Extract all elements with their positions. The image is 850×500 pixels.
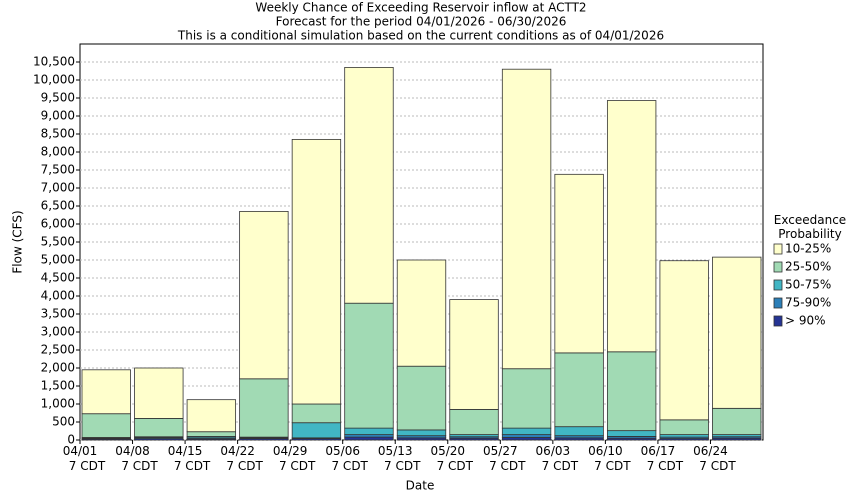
chart-subtitle: Forecast for the period 04/01/2026 - 06/… bbox=[276, 15, 567, 29]
y-tick-label: 1,000 bbox=[41, 397, 75, 411]
y-tick-label: 3,000 bbox=[41, 325, 75, 339]
bar-segment bbox=[501, 427, 552, 435]
y-tick-label: 5,500 bbox=[41, 235, 75, 249]
legend-label: > 90% bbox=[785, 314, 826, 328]
bar-segment bbox=[659, 260, 709, 421]
y-tick-label: 7,500 bbox=[41, 163, 75, 177]
bar-segment bbox=[239, 210, 289, 380]
bar-segment bbox=[134, 367, 184, 419]
bar-segment bbox=[186, 399, 237, 433]
bar-segment bbox=[449, 408, 499, 435]
x-axis-label: Date bbox=[406, 479, 435, 493]
y-tick-label: 5,000 bbox=[41, 253, 75, 267]
bar-segment bbox=[344, 436, 394, 441]
y-tick-label: 10,500 bbox=[33, 55, 75, 69]
y-tick-label: 6,000 bbox=[41, 217, 75, 231]
bar-segment bbox=[239, 378, 289, 438]
y-tick-label: 4,000 bbox=[41, 289, 75, 303]
bar-segment bbox=[186, 431, 237, 437]
bar-segment bbox=[501, 68, 552, 370]
bar-segment bbox=[291, 138, 342, 405]
bar-segment bbox=[501, 368, 552, 429]
y-tick-label: 6,500 bbox=[41, 199, 75, 213]
x-tick-label: 04/29 7 CDT bbox=[273, 444, 316, 473]
x-tick-label: 06/17 7 CDT bbox=[641, 444, 684, 473]
legend-label: 50-75% bbox=[785, 278, 831, 292]
y-tick-label: 3,500 bbox=[41, 307, 75, 321]
bar-segment bbox=[344, 67, 394, 304]
bar-segment bbox=[712, 407, 762, 436]
legend-swatch bbox=[773, 279, 783, 291]
bar-segment bbox=[344, 302, 394, 429]
y-tick-label: 2,500 bbox=[41, 343, 75, 357]
x-tick-label: 05/20 7 CDT bbox=[430, 444, 473, 473]
bar-segment bbox=[396, 365, 447, 431]
bar-segment bbox=[606, 430, 657, 437]
bar-segment bbox=[81, 369, 131, 415]
y-tick-label: 4,500 bbox=[41, 271, 75, 285]
y-tick-label: 9,500 bbox=[41, 91, 75, 105]
bar-segment bbox=[291, 422, 342, 439]
x-tick-label: 04/08 7 CDT bbox=[115, 444, 158, 473]
x-tick-label: 06/03 7 CDT bbox=[536, 444, 579, 473]
bar-segment bbox=[81, 413, 131, 438]
y-tick-label: 1,500 bbox=[41, 379, 75, 393]
bar-segment bbox=[501, 434, 552, 438]
chart-title: Weekly Chance of Exceeding Reservoir inf… bbox=[255, 1, 586, 15]
x-tick-label: 06/10 7 CDT bbox=[588, 444, 631, 473]
y-axis-label: Flow (CFS) bbox=[11, 210, 25, 273]
legend-label: 25-50% bbox=[785, 260, 831, 274]
legend-swatch bbox=[773, 243, 783, 255]
chart-note: This is a conditional simulation based o… bbox=[177, 29, 664, 43]
y-tick-label: 0 bbox=[67, 433, 75, 447]
y-tick-label: 500 bbox=[52, 415, 75, 429]
x-tick-label: 05/06 7 CDT bbox=[325, 444, 368, 473]
bar-segment bbox=[134, 417, 184, 438]
legend-swatch bbox=[773, 297, 783, 309]
y-tick-label: 7,000 bbox=[41, 181, 75, 195]
x-tick-label: 05/27 7 CDT bbox=[483, 444, 526, 473]
y-tick-label: 10,000 bbox=[33, 73, 75, 87]
x-tick-label: 04/15 7 CDT bbox=[168, 444, 211, 473]
x-tick-label: 06/24 7 CDT bbox=[693, 444, 736, 473]
bar-segment bbox=[344, 427, 394, 435]
bar-segment bbox=[554, 426, 604, 437]
bar-segment bbox=[659, 419, 709, 435]
x-tick-label: 04/01 7 CDT bbox=[63, 444, 106, 473]
legend-label: 10-25% bbox=[785, 242, 831, 256]
bar-segment bbox=[712, 256, 762, 409]
bar-segment bbox=[606, 351, 657, 432]
legend-title: Exceedance Probability bbox=[774, 213, 846, 241]
bar-segment bbox=[396, 429, 447, 437]
bar-segment bbox=[291, 403, 342, 424]
bar-segment bbox=[606, 100, 657, 353]
x-tick-label: 05/13 7 CDT bbox=[378, 444, 421, 473]
bar-segment bbox=[396, 259, 447, 367]
bar-segment bbox=[554, 173, 604, 354]
y-tick-label: 2,000 bbox=[41, 361, 75, 375]
bar-segment bbox=[449, 299, 499, 410]
legend-swatch bbox=[773, 315, 783, 327]
y-tick-label: 8,000 bbox=[41, 145, 75, 159]
x-tick-label: 04/22 7 CDT bbox=[220, 444, 263, 473]
legend-label: 75-90% bbox=[785, 296, 831, 310]
y-tick-label: 9,000 bbox=[41, 109, 75, 123]
bar-segment bbox=[554, 352, 604, 428]
y-tick-label: 8,500 bbox=[41, 127, 75, 141]
legend-swatch bbox=[773, 261, 783, 273]
